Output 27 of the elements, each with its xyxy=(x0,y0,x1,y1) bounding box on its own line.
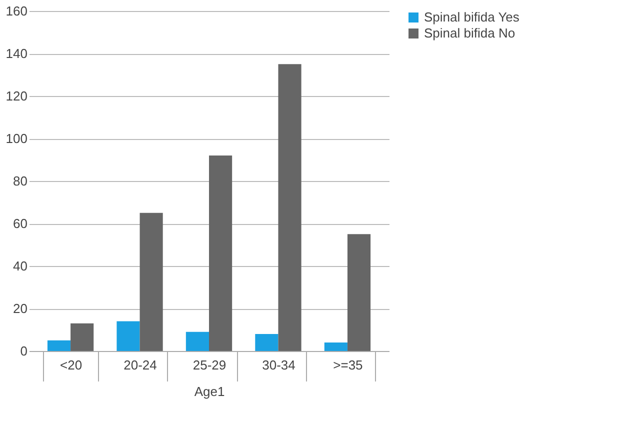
x-tick-label: 20-24 xyxy=(124,358,157,372)
legend-label: Spinal bifida No xyxy=(424,26,516,40)
y-tick-label: 40 xyxy=(13,258,28,274)
y-tick-label: 0 xyxy=(20,344,28,358)
y-tick-label: 140 xyxy=(6,46,28,61)
x-tick-label: >=35 xyxy=(333,358,363,372)
x-tick-label: 30-34 xyxy=(262,358,296,372)
bar xyxy=(70,323,94,351)
y-tick-label: 20 xyxy=(13,301,28,316)
bar xyxy=(278,64,302,351)
y-tick-label: 60 xyxy=(13,216,28,231)
x-tick-label: <20 xyxy=(60,358,82,372)
y-tick-label: 120 xyxy=(6,88,28,104)
x-axis-title: Age1 xyxy=(194,384,225,399)
x-tick-label: 25-29 xyxy=(192,358,226,372)
y-tick-label: 100 xyxy=(6,131,28,146)
bar xyxy=(347,234,371,351)
bar xyxy=(255,334,278,351)
bar xyxy=(186,332,209,351)
y-tick-label: 80 xyxy=(13,174,28,188)
bar xyxy=(140,212,163,351)
bar xyxy=(209,156,232,351)
legend-label: Spinal bifida Yes xyxy=(424,10,520,24)
y-tick-label: 160 xyxy=(6,4,28,18)
bar xyxy=(116,321,140,351)
bar xyxy=(324,342,348,351)
bar xyxy=(47,340,71,351)
